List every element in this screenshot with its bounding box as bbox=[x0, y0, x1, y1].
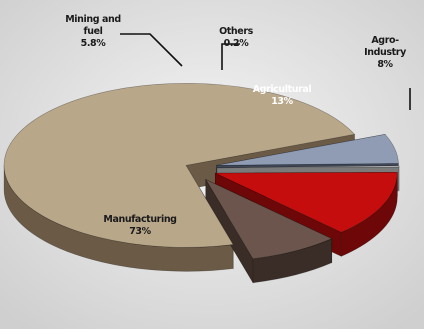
leader-line-mining-and-fuel bbox=[120, 33, 183, 67]
label-agricultural: Agricultural 13% bbox=[253, 84, 312, 107]
label-agro-industry: Agro-Industry 8% bbox=[364, 35, 407, 70]
slice-labels: Manufacturing 73% Mining and fuel 5.8% Others… bbox=[65, 14, 407, 237]
label-manufacturing: Manufacturing 73% bbox=[103, 214, 176, 237]
leader-line-others bbox=[221, 43, 240, 70]
pie-tops bbox=[3, 83, 400, 260]
label-others: Others 0.2% bbox=[219, 26, 254, 49]
label-mining-and-fuel: Mining and fuel 5.8% bbox=[65, 14, 121, 49]
slice-others bbox=[216, 165, 400, 169]
slice-agro-industry bbox=[205, 178, 333, 260]
leader-lines bbox=[120, 33, 411, 110]
slice-mining-and-fuel bbox=[216, 134, 399, 166]
slice-manufacturing bbox=[3, 83, 356, 248]
slice-agricultural bbox=[215, 171, 398, 233]
